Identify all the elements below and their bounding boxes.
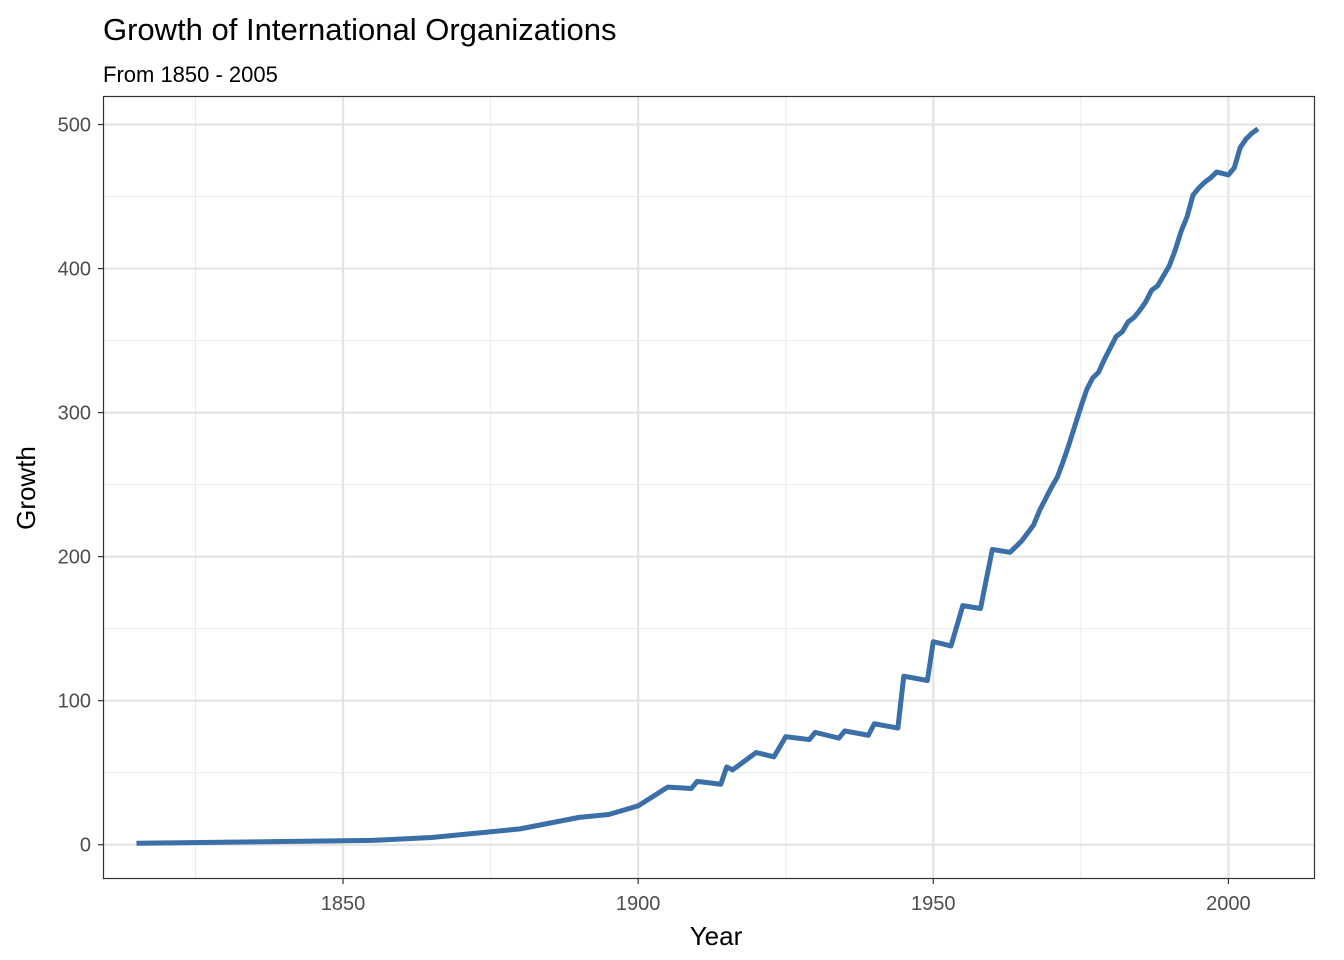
x-tick-label: 1900 <box>616 893 661 915</box>
x-tick-label: 1850 <box>321 893 366 915</box>
y-tick-label: 300 <box>58 403 91 425</box>
series-line <box>136 126 1260 846</box>
chart-subtitle: From 1850 - 2005 <box>103 62 278 87</box>
y-tick-label: 200 <box>58 547 91 569</box>
chart-title: Growth of International Organizations <box>103 12 617 47</box>
y-tick-label: 100 <box>58 691 91 713</box>
x-axis-title: Year <box>690 921 743 951</box>
x-tick-label: 2000 <box>1206 893 1251 915</box>
panel-border <box>102 95 1316 880</box>
y-tick-label: 0 <box>80 835 91 857</box>
y-tick-label: 500 <box>58 115 91 137</box>
x-tick-label: 1950 <box>911 893 956 915</box>
y-tick-label: 400 <box>58 259 91 281</box>
major-gridlines <box>104 97 1314 878</box>
minor-gridlines <box>104 97 1314 878</box>
series-layer <box>136 126 1260 846</box>
x-axis-ticks: 1850 1900 1950 2000 <box>321 878 1251 915</box>
y-axis-ticks: 0 100 200 300 400 500 <box>58 115 104 857</box>
y-axis-title: Growth <box>11 446 41 530</box>
